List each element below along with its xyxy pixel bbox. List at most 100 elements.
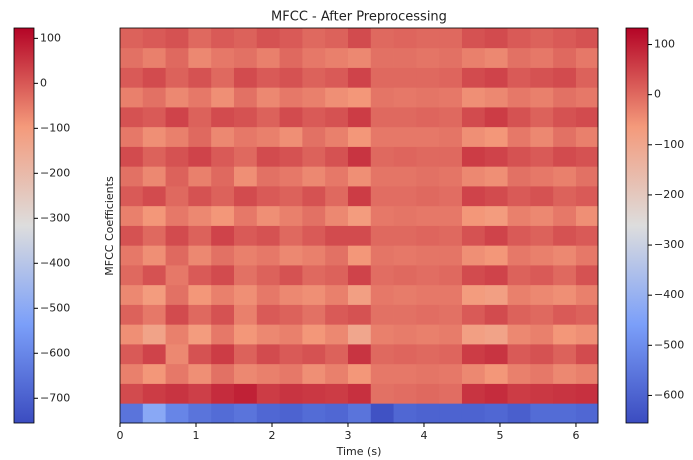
heatmap-cell <box>575 146 599 167</box>
heatmap-cell <box>211 284 235 305</box>
colorbar-tick-label: 0 <box>654 88 661 101</box>
heatmap-cell <box>142 186 166 207</box>
heatmap-cell <box>165 28 189 49</box>
heatmap-cell <box>461 28 486 49</box>
heatmap-cell <box>507 363 531 384</box>
colorbar-tick-label: −600 <box>654 388 684 401</box>
heatmap-cell <box>575 383 599 404</box>
heatmap-cell <box>302 67 326 88</box>
heatmap-cell <box>256 403 280 424</box>
heatmap-cell <box>165 166 189 187</box>
heatmap-cell <box>530 324 554 345</box>
heatmap-cell <box>211 87 235 108</box>
heatmap-cell <box>439 383 463 404</box>
heatmap-cell <box>370 344 394 365</box>
heatmap-cell <box>507 146 531 167</box>
heatmap-cell <box>461 146 486 167</box>
heatmap-cell <box>575 324 599 345</box>
heatmap-cell <box>256 166 280 187</box>
heatmap-cell <box>279 186 303 207</box>
heatmap-cell <box>530 146 554 167</box>
heatmap-cell <box>416 284 440 305</box>
heatmap-cell <box>370 87 394 108</box>
heatmap-cell <box>439 67 463 88</box>
heatmap-cell <box>575 284 599 305</box>
heatmap-cell <box>416 47 440 68</box>
heatmap-cell <box>302 126 326 147</box>
heatmap-cell <box>325 284 349 305</box>
heatmap-cell <box>484 28 508 49</box>
heatmap-cell <box>439 107 463 128</box>
heatmap-cell <box>553 28 577 49</box>
heatmap-cell <box>347 344 372 365</box>
heatmap-cell <box>530 67 554 88</box>
heatmap-cell <box>256 245 280 266</box>
heatmap-cell <box>461 304 486 325</box>
heatmap-cell <box>165 304 189 325</box>
x-axis-label: Time (s) <box>336 445 382 458</box>
heatmap-cell <box>461 363 486 384</box>
heatmap-cell <box>507 186 531 207</box>
heatmap-cell <box>393 146 417 167</box>
heatmap-cell <box>530 107 554 128</box>
heatmap-cell <box>279 166 303 187</box>
heatmap-cell <box>553 107 577 128</box>
heatmap-cell <box>302 205 326 226</box>
heatmap-cell <box>256 324 280 345</box>
heatmap-cell <box>553 67 577 88</box>
heatmap-cell <box>211 344 235 365</box>
heatmap-cell <box>575 304 599 325</box>
heatmap-cell <box>484 186 508 207</box>
heatmap-cell <box>439 146 463 167</box>
heatmap-cell <box>211 304 235 325</box>
heatmap-cell <box>370 265 394 286</box>
heatmap-cell <box>553 284 577 305</box>
heatmap-cell <box>188 324 212 345</box>
heatmap-cell <box>416 403 440 424</box>
heatmap-cell <box>507 28 531 49</box>
heatmap-cell <box>439 87 463 108</box>
heatmap-cell <box>165 186 189 207</box>
heatmap-cell <box>256 186 280 207</box>
heatmap-cell <box>439 344 463 365</box>
heatmap-cell <box>120 67 144 88</box>
heatmap-cell <box>393 28 417 49</box>
heatmap-cell <box>302 225 326 246</box>
heatmap-cell <box>530 403 554 424</box>
heatmap-cell <box>142 166 166 187</box>
x-tick-label: 2 <box>268 429 275 442</box>
heatmap-cell <box>347 403 372 424</box>
y-axis-label: MFCC Coefficients <box>103 176 116 276</box>
heatmap-cell <box>507 67 531 88</box>
heatmap-cell <box>120 205 144 226</box>
heatmap-cell <box>325 205 349 226</box>
heatmap-cell <box>370 28 394 49</box>
heatmap-cell <box>325 186 349 207</box>
heatmap-cell <box>256 107 280 128</box>
heatmap-cell <box>120 324 144 345</box>
colorbar-tick-label: −400 <box>654 288 684 301</box>
heatmap-cell <box>575 344 599 365</box>
heatmap-cell <box>393 383 417 404</box>
heatmap-cell <box>530 265 554 286</box>
heatmap-cell <box>256 205 280 226</box>
heatmap-cell <box>370 324 394 345</box>
heatmap-cell <box>142 383 166 404</box>
heatmap-cell <box>553 265 577 286</box>
heatmap-cell <box>120 265 144 286</box>
heatmap-cell <box>575 186 599 207</box>
heatmap-cell <box>347 265 372 286</box>
heatmap-cell <box>165 245 189 266</box>
colorbar-tick-label: 0 <box>40 76 47 89</box>
heatmap-cell <box>461 186 486 207</box>
heatmap-cell <box>120 186 144 207</box>
heatmap-cell <box>120 403 144 424</box>
heatmap-cell <box>347 363 372 384</box>
heatmap-cell <box>393 47 417 68</box>
heatmap-cell <box>188 28 212 49</box>
heatmap-cell <box>553 324 577 345</box>
heatmap-cell <box>279 107 303 128</box>
x-tick-label: 3 <box>344 429 351 442</box>
heatmap-cell <box>188 225 212 246</box>
heatmap-cell <box>575 225 599 246</box>
